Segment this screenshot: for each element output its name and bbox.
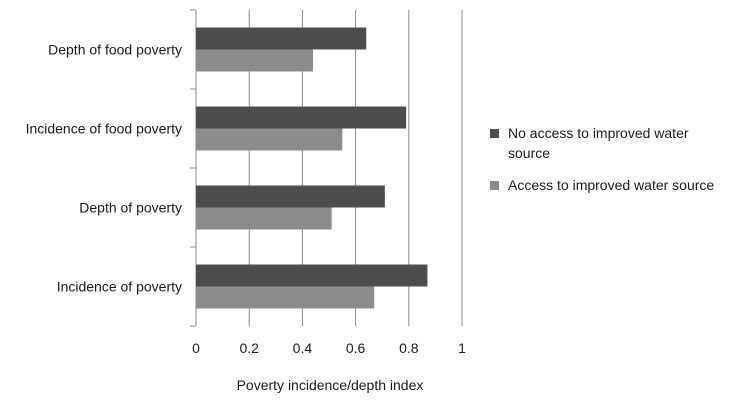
legend-swatch-0 [490, 129, 499, 138]
legend-label-0: No access to improved water source [508, 125, 689, 161]
x-tick-label: 0.4 [293, 340, 313, 356]
bar-access-1 [196, 128, 343, 151]
y-category-label: Depth of food poverty [48, 42, 182, 58]
bar-access-2 [196, 207, 332, 230]
x-tick-label: 0 [192, 340, 200, 356]
y-category-label: Incidence of food poverty [26, 121, 182, 137]
legend-label-1: Access to improved water source [508, 177, 714, 193]
legend-swatch-1 [490, 181, 499, 190]
bar-no-access-1 [196, 106, 407, 129]
x-axis-label: Poverty incidence/depth index [237, 377, 424, 393]
axes [190, 9, 197, 327]
legend: No access to improved water source Access … [490, 125, 714, 193]
x-tick-label: 0.8 [399, 340, 419, 356]
bar-access-0 [196, 49, 314, 72]
bar-access-3 [196, 286, 375, 309]
bar-no-access-2 [196, 185, 385, 208]
x-tick-label: 0.2 [239, 340, 259, 356]
labels: Poverty incidence/depth index 0 0.2 0.4 0.6… [26, 42, 467, 394]
x-tick-label: 1 [458, 340, 466, 356]
bar-no-access-3 [196, 264, 428, 287]
y-category-label: Depth of poverty [79, 200, 182, 216]
bars [196, 27, 428, 309]
bar-no-access-0 [196, 27, 367, 50]
x-tick-label: 0.6 [346, 340, 366, 356]
y-category-label: Incidence of poverty [57, 279, 182, 295]
